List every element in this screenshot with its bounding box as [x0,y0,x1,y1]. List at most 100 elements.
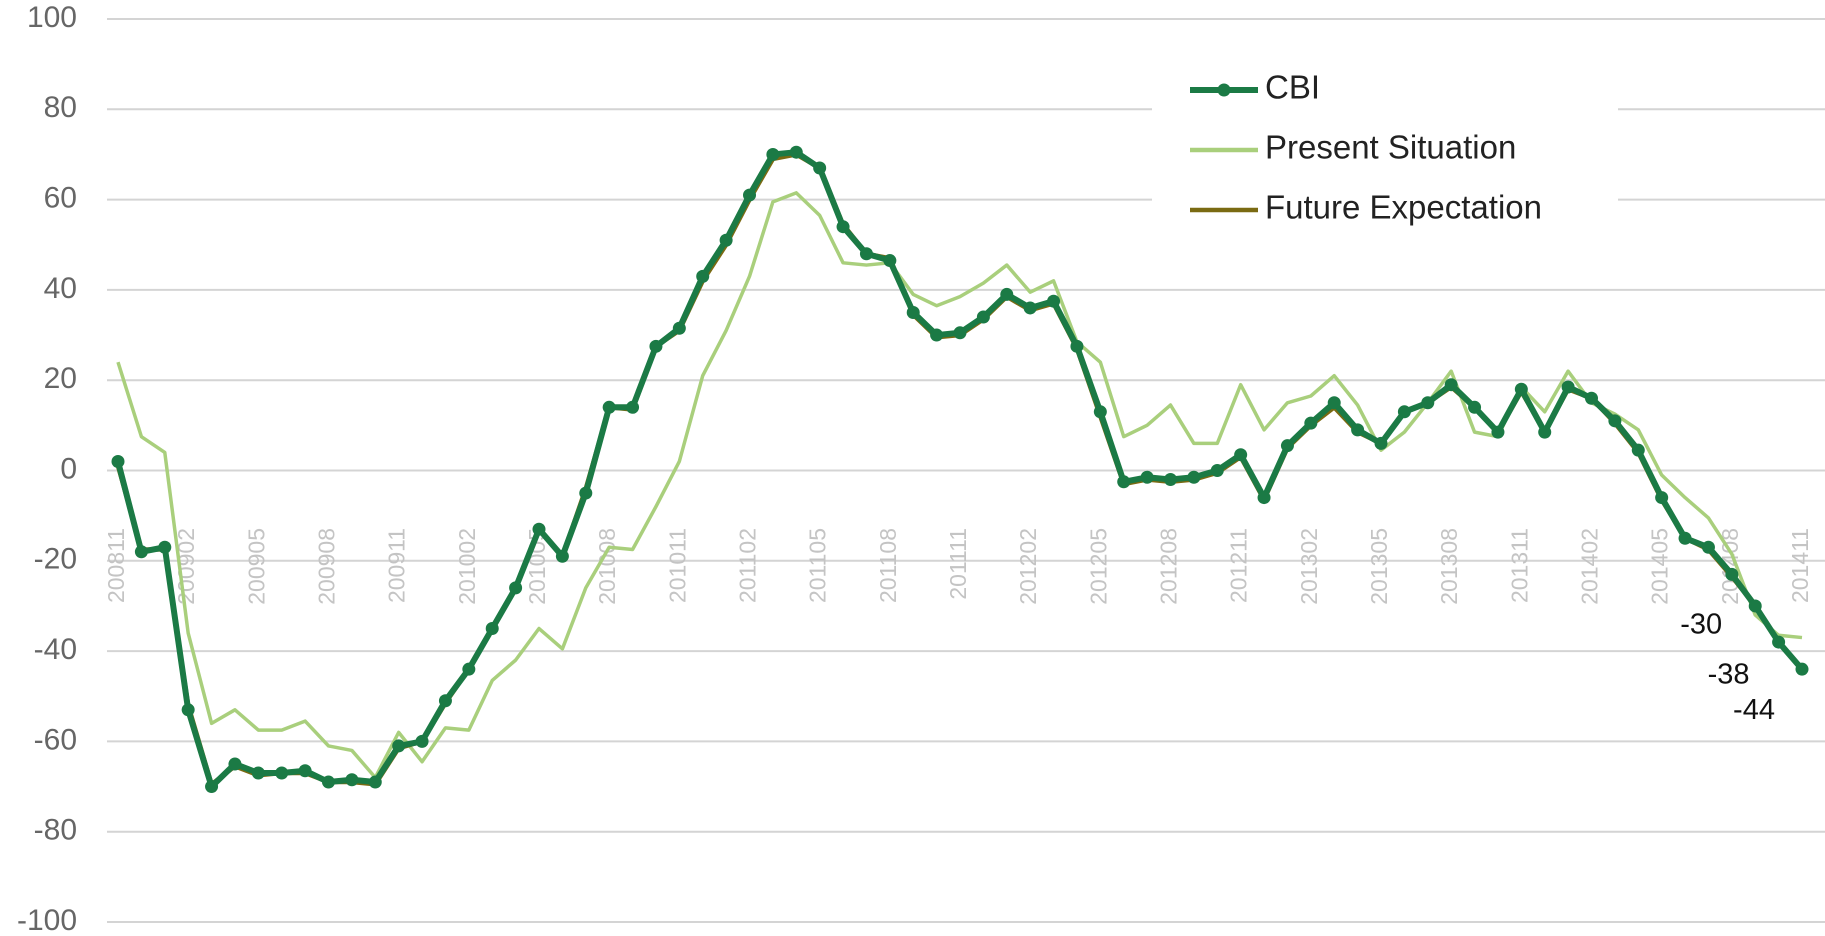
point-marker [1397,405,1411,419]
point-marker [1140,470,1154,484]
point-marker [228,757,242,771]
point-marker [392,739,406,753]
point-marker [649,339,663,353]
x-tick-label: 201111 [945,528,971,600]
point-marker [1047,294,1061,308]
x-tick-label: 201108 [875,528,901,603]
point-marker [602,400,616,414]
series-line [115,149,1805,790]
point-marker [485,622,499,636]
x-tick-label: 201405 [1647,528,1673,605]
data-label: -44 [1733,694,1775,726]
point-marker [1631,443,1645,457]
y-tick-label: -80 [34,814,77,847]
x-tick-label: 200811 [103,528,129,603]
point-marker [1374,436,1388,450]
point-marker [1304,416,1318,430]
x-tick-label: 201208 [1156,528,1182,605]
x-tick-label: 201205 [1085,528,1111,605]
point-marker [1678,531,1692,545]
x-tick-label: 201202 [1015,528,1041,605]
point-marker [859,247,873,261]
point-marker [1748,599,1762,613]
point-marker [111,454,125,468]
legend-label: CBI [1265,69,1320,106]
point-marker [672,321,686,335]
point-marker [251,766,265,780]
y-tick-label: 100 [27,1,77,34]
point-marker [813,161,827,175]
point-marker [298,764,312,778]
point-marker [1210,464,1224,477]
point-marker [1023,301,1037,315]
point-marker [1187,470,1201,484]
x-tick-label: 201411 [1787,528,1813,603]
data-label: -38 [1708,659,1750,691]
point-marker [579,486,593,500]
point-marker [181,703,195,717]
point-marker [1093,405,1107,419]
legend-label: Future Expectation [1265,189,1542,226]
point-marker [743,188,756,202]
y-tick-label: 40 [44,272,77,305]
x-tick-label: 201402 [1577,528,1603,605]
point-marker [438,694,452,708]
x-tick-label: 201305 [1366,528,1392,605]
x-tick-label: 201002 [454,528,480,605]
point-marker [626,400,640,414]
point-marker [1234,448,1248,462]
point-marker [976,310,990,324]
data-label: -30 [1680,609,1722,641]
point-marker [1117,475,1131,489]
point-marker [906,305,920,319]
x-tick-label: 200905 [243,528,269,605]
point-marker [134,545,148,559]
point-marker [1561,380,1575,394]
point-marker [789,145,803,159]
point-marker [1701,540,1715,554]
point-marker [368,775,382,789]
point-marker [1351,423,1365,437]
point-marker [1585,391,1598,405]
point-marker [555,549,569,563]
legend-label: Present Situation [1265,129,1516,166]
point-marker [322,775,335,789]
series-line [115,152,1804,787]
x-tick-label: 201311 [1506,528,1532,603]
point-marker [883,254,897,268]
x-tick-label: 201308 [1436,528,1462,605]
point-marker [1257,491,1271,505]
point-marker [205,780,219,794]
x-tick-label: 200908 [314,528,340,605]
point-marker [1421,396,1435,410]
point-marker [1725,567,1739,581]
point-marker [836,220,850,234]
point-marker [1327,396,1341,410]
point-marker [719,233,733,247]
point-marker [509,581,523,595]
point-marker [953,326,967,340]
point-marker [462,662,476,676]
point-marker [1280,439,1294,453]
y-tick-label: 80 [44,91,77,124]
y-tick-label: -100 [17,904,77,936]
point-marker [766,147,780,161]
point-marker [415,734,429,748]
point-marker [1655,491,1669,505]
x-tick-label: 201105 [805,528,831,603]
y-tick-label: 0 [60,452,77,485]
point-marker [1444,378,1458,392]
point-marker [1164,473,1177,487]
x-tick-label: 201011 [664,528,690,603]
point-marker [1070,339,1084,353]
y-tick-label: 60 [44,182,77,215]
point-marker [1608,414,1622,428]
y-tick-label: -60 [34,723,77,756]
point-marker [930,328,944,342]
point-marker [275,766,289,780]
y-tick-label: 20 [44,362,77,395]
x-tick-label: 200911 [384,528,410,603]
point-marker [1491,425,1505,439]
x-tick-label: 201102 [735,528,761,603]
